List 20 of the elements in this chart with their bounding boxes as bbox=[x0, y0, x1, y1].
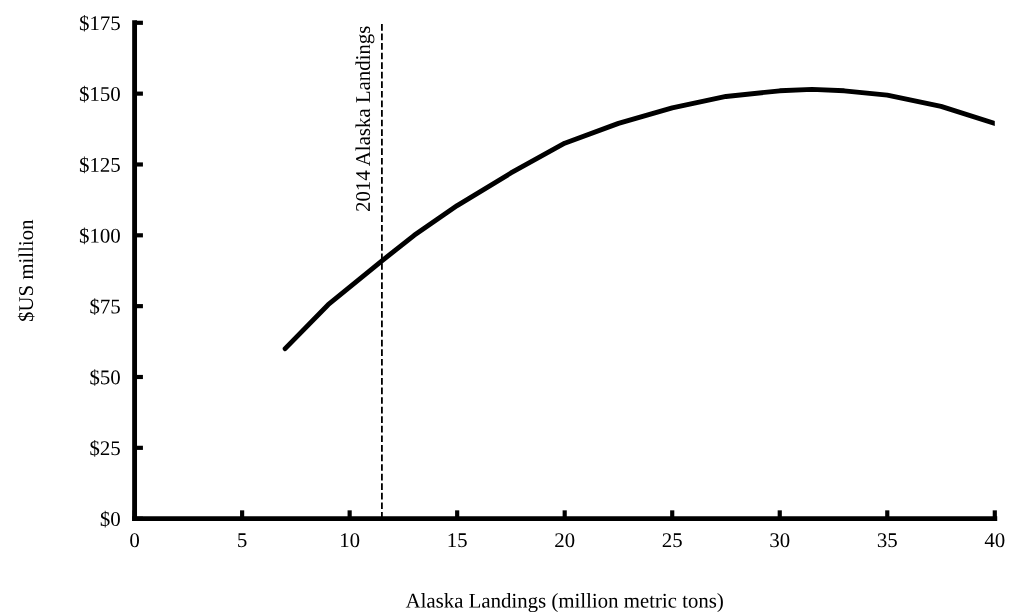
x-axis-title: Alaska Landings (million metric tons) bbox=[405, 593, 723, 613]
ref-line-label: 2014 Alaska Landings bbox=[355, 26, 375, 212]
x-tick-label: 25 bbox=[662, 533, 682, 548]
x-tick-label: 10 bbox=[341, 533, 360, 548]
y-tick-label: $25 bbox=[90, 439, 120, 457]
y-tick-label: $150 bbox=[79, 85, 120, 103]
y-tick-label: $0 bbox=[100, 510, 120, 528]
x-tick-label: 5 bbox=[238, 533, 247, 548]
y-axis-title: $US million bbox=[17, 219, 35, 322]
y-tick-label: $125 bbox=[79, 156, 120, 174]
x-tick-label: 30 bbox=[770, 533, 790, 548]
x-tick-label: 20 bbox=[555, 533, 575, 548]
y-tick-label: $75 bbox=[90, 298, 120, 315]
y-tick-label: $175 bbox=[79, 14, 120, 32]
x-tick-label: 0 bbox=[130, 533, 140, 548]
x-tick-label: 35 bbox=[877, 533, 897, 548]
x-tick-label: 40 bbox=[984, 533, 1005, 548]
y-tick-label: $100 bbox=[79, 227, 120, 245]
y-tick-label: $50 bbox=[90, 369, 120, 386]
x-tick-label: 15 bbox=[448, 533, 467, 548]
